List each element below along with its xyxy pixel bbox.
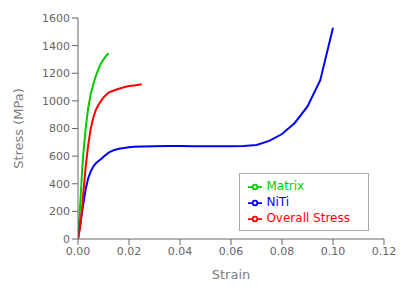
svg-text:0.12: 0.12 — [372, 245, 397, 258]
svg-text:Strain: Strain — [212, 267, 251, 282]
svg-text:1400: 1400 — [42, 40, 70, 53]
svg-text:200: 200 — [49, 205, 70, 218]
svg-text:0.08: 0.08 — [270, 245, 295, 258]
svg-text:0.04: 0.04 — [168, 245, 193, 258]
svg-text:400: 400 — [49, 178, 70, 191]
svg-text:0.00: 0.00 — [66, 245, 91, 258]
svg-text:0.06: 0.06 — [219, 245, 244, 258]
html-text:Overall Stress: Overall Stress — [266, 211, 350, 225]
svg-text:1600: 1600 — [42, 12, 70, 25]
svg-text:Stress (MPa): Stress (MPa) — [11, 88, 26, 169]
svg-text:1200: 1200 — [42, 67, 70, 80]
svg-text:0: 0 — [63, 233, 70, 246]
html-text:NiTi: NiTi — [266, 195, 289, 209]
svg-text:1000: 1000 — [42, 95, 70, 108]
svg-text:0.10: 0.10 — [321, 245, 346, 258]
svg-text:600: 600 — [49, 150, 70, 163]
svg-text:800: 800 — [49, 122, 70, 135]
svg-text:0.02: 0.02 — [117, 245, 142, 258]
html-text:Matrix: Matrix — [266, 179, 305, 193]
